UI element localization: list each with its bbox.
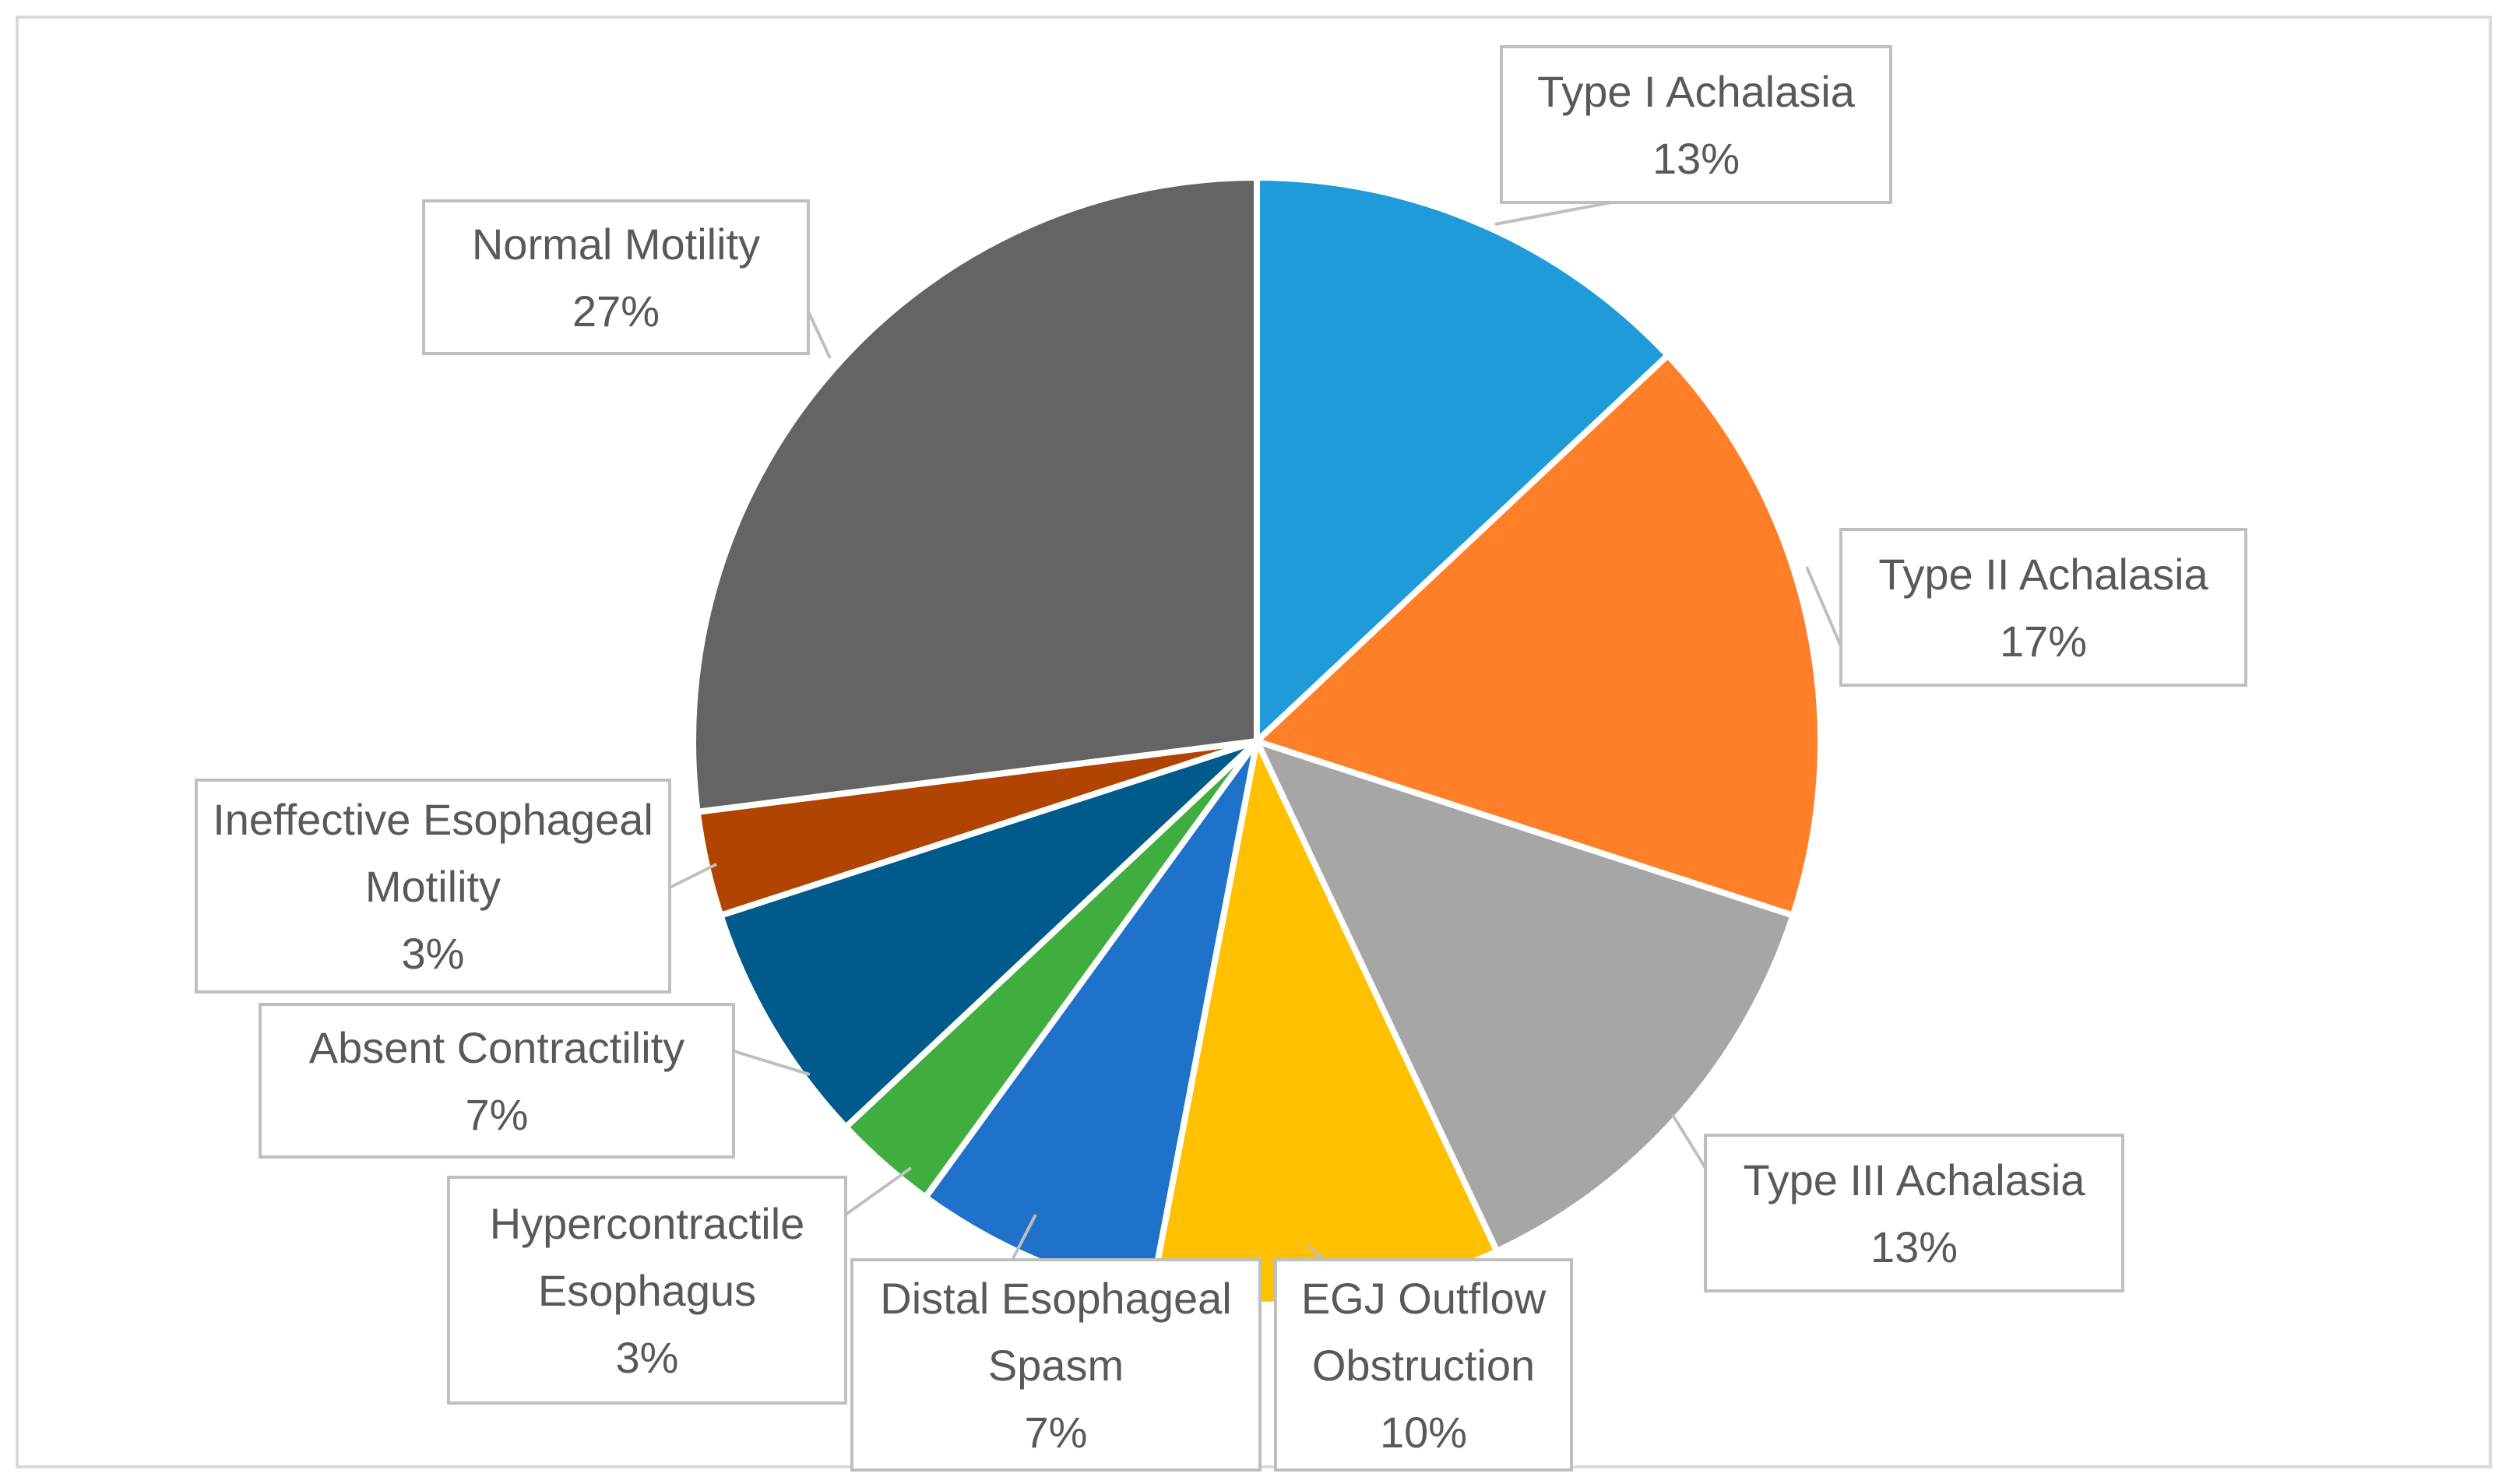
data-label-name: Motility — [365, 862, 501, 911]
data-label-box — [195, 779, 671, 993]
leader-line — [1805, 566, 1842, 647]
data-label-percent: 13% — [1870, 1222, 1958, 1271]
data-label-percent: 3% — [616, 1333, 679, 1382]
pie-slice-type-ii-achalasia — [1251, 350, 1824, 920]
leader-line — [844, 1166, 913, 1216]
data-label-name: Hypercontractile — [490, 1199, 805, 1248]
data-label-box — [447, 1176, 847, 1405]
data-label-name: Distal Esophageal — [880, 1274, 1231, 1323]
data-label-box — [259, 1003, 735, 1159]
data-label-name: Absent Contractility — [309, 1023, 684, 1072]
data-label-name: Spasm — [988, 1341, 1124, 1390]
data-label-name: Ineffective Esophageal — [213, 795, 653, 844]
data-label-box — [1704, 1134, 2124, 1292]
leader-line — [807, 311, 832, 359]
pie-slice-type-iii-achalasia — [1251, 736, 1797, 1256]
data-label-box — [850, 1258, 1262, 1472]
data-label-box — [422, 199, 810, 355]
data-label-name: Normal Motility — [472, 220, 760, 269]
data-label-percent: 10% — [1380, 1408, 1467, 1457]
data-label-percent: 3% — [402, 929, 465, 978]
pie-slice-normal-motility — [690, 174, 1260, 816]
data-label-percent: 27% — [572, 287, 660, 336]
leader-line — [1307, 1244, 1325, 1261]
data-label-percent: 7% — [466, 1090, 529, 1139]
data-label-box — [1500, 45, 1892, 204]
data-label-percent: 7% — [1025, 1408, 1088, 1457]
leader-line — [669, 863, 717, 889]
pie-slice-type-i-achalasia — [1254, 174, 1673, 749]
pie-slice-absent-contractility — [716, 738, 1259, 1132]
data-label-box — [1274, 1258, 1573, 1472]
leader-line — [1494, 199, 1620, 226]
data-label-name: Type II Achalasia — [1878, 550, 2208, 599]
data-label-name: EGJ Outflow — [1301, 1274, 1547, 1323]
data-label-box — [1839, 528, 2247, 687]
data-label-name: Obstruction — [1312, 1341, 1535, 1390]
data-label-name: Type III Achalasia — [1744, 1155, 2086, 1204]
leader-line — [1011, 1214, 1037, 1261]
data-label-percent: 17% — [2000, 617, 2087, 666]
data-label-percent: 13% — [1652, 134, 1740, 183]
data-label-name: Type I Achalasia — [1537, 67, 1856, 116]
leader-line — [733, 1050, 811, 1076]
leader-line — [1671, 1113, 1707, 1169]
data-label-name: Esophagus — [538, 1266, 756, 1315]
